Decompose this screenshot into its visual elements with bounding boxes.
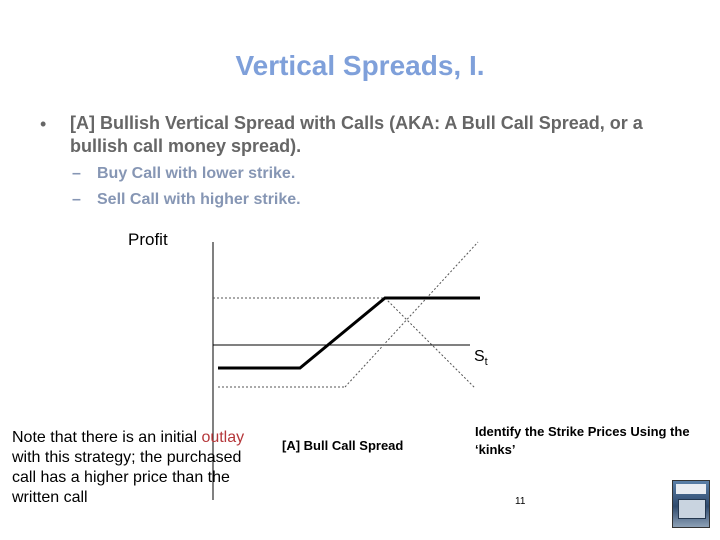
- subbullet-buy: – Buy Call with lower strike.: [72, 165, 295, 183]
- bull-spread-payoff-line: [218, 296, 480, 370]
- slide-title: Vertical Spreads, I.: [235, 50, 485, 81]
- book-cover-icon: [672, 480, 710, 528]
- short-call-falling-line: [384, 297, 476, 389]
- stock-price-subscript: t: [484, 356, 488, 369]
- subbullet-text: Buy Call with lower strike.: [97, 165, 296, 182]
- book-title-band: [676, 484, 706, 494]
- subbullet-sell: – Sell Call with higher strike.: [72, 191, 301, 209]
- note-text-after: with this strategy; the purchased call h…: [12, 449, 242, 506]
- long-call-rising-line: [344, 241, 479, 388]
- outlay-note: Note that there is an initial outlay wit…: [12, 428, 252, 508]
- page-number: 11: [515, 496, 526, 507]
- bullet-symbol: •: [40, 114, 47, 134]
- book-picture: [678, 499, 706, 519]
- stock-price-symbol: S: [474, 348, 485, 365]
- bullet-text: [A] Bullish Vertical Spread with Calls (…: [70, 113, 643, 156]
- note-text-before: Note that there is an initial: [12, 429, 202, 446]
- main-bullet: • [A] Bullish Vertical Spread with Calls…: [40, 112, 700, 158]
- subbullet-dash: –: [72, 165, 81, 182]
- identify-strikes-note: Identify the Strike Prices Using the ‘ki…: [475, 424, 690, 457]
- subbullet-text: Sell Call with higher strike.: [97, 191, 301, 208]
- profit-axis-label: Profit: [128, 230, 168, 249]
- subbullet-dash: –: [72, 191, 81, 208]
- note-highlight-outlay: outlay: [201, 429, 245, 446]
- stock-price-axis-label: St: [474, 348, 488, 368]
- diagram-caption: [A] Bull Call Spread: [282, 438, 404, 453]
